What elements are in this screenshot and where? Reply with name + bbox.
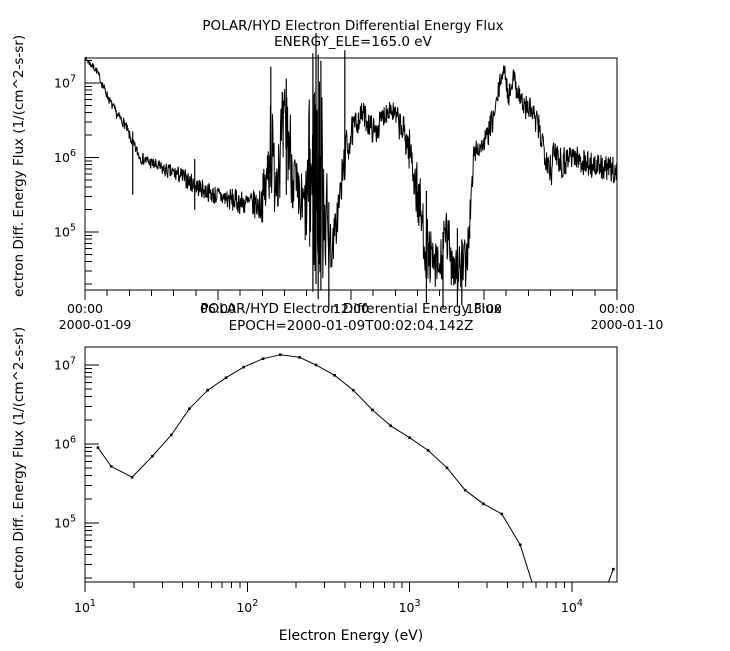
bottom-x-tick-label: 103 [399, 598, 421, 615]
data-point-marker [96, 446, 100, 449]
data-point-marker [445, 466, 449, 470]
data-point-marker [612, 567, 615, 571]
top-x-tick-date: 2000-01-09 [59, 317, 132, 332]
data-point-marker [109, 465, 113, 468]
data-point-marker [261, 357, 265, 360]
bottom-spectrum-group [96, 353, 615, 582]
top-plot-area: POLAR/HYD Electron Differential Energy F… [11, 18, 663, 332]
bottom-plot-title: POLAR/HYD Electron Differential Energy F… [200, 301, 501, 317]
top-y-axis-label: ectron Diff. Energy Flux (1/(cm^2-s-sr) [11, 35, 27, 297]
top-x-tick-label: 00:00 [599, 301, 635, 316]
top-x-tick-date: 2000-01-10 [591, 317, 664, 332]
data-point-marker [408, 436, 411, 439]
bottom-y-axis-label: 105 [54, 514, 76, 531]
top-x-tick-label: 00:00 [67, 301, 103, 316]
top-flux-series [84, 56, 618, 291]
bottom-x-tick-label: 101 [74, 598, 96, 615]
data-point-marker [333, 374, 336, 377]
data-point-marker [130, 475, 134, 479]
bottom-x-tick-label: 104 [561, 598, 583, 615]
data-point-marker [463, 488, 467, 492]
data-point-marker [371, 408, 374, 412]
data-point-marker [188, 407, 191, 410]
data-point-marker [518, 543, 522, 547]
data-point-marker [224, 376, 228, 379]
top-y-axis-label: 107 [54, 74, 76, 91]
data-point-marker [352, 388, 355, 392]
top-x-tick-label: 12:00 [333, 301, 369, 316]
data-point-marker [242, 365, 245, 369]
data-point-marker [482, 502, 485, 506]
top-x-tick-label: 06:00 [200, 301, 236, 316]
data-point-marker [389, 424, 392, 428]
data-point-marker [298, 356, 301, 359]
top-y-axis-label: 106 [54, 148, 76, 165]
bottom-spectrum-markers [96, 353, 615, 571]
data-point-marker [314, 363, 318, 367]
bottom-plot-subtitle: EPOCH=2000-01-09T00:02:04.142Z [229, 318, 474, 334]
bottom-y-axis-label: ectron Diff. Energy Flux (1/(cm^2-s-sr) [11, 327, 27, 589]
data-point-marker [500, 512, 504, 516]
bottom-y-axis-label: 107 [54, 356, 76, 373]
bottom-y-axis-ticks [85, 364, 99, 579]
data-point-marker [279, 353, 282, 356]
bottom-plot-area: POLAR/HYD Electron Differential Energy F… [11, 301, 618, 644]
top-plot-title: POLAR/HYD Electron Differential Energy F… [202, 18, 503, 34]
top-x-tick-label: 18:00 [466, 301, 502, 316]
top-y-axis-label: 105 [54, 223, 76, 240]
data-point-marker [426, 449, 430, 452]
data-point-marker [151, 454, 154, 458]
data-point-marker [170, 433, 173, 437]
bottom-x-axis-ticks [84, 582, 573, 592]
bottom-y-axis-label: 106 [54, 435, 76, 452]
bottom-plot-border [84, 346, 618, 583]
top-plot-subtitle: ENERGY_ELE=165.0 eV [274, 34, 432, 50]
bottom-x-axis-label: Electron Energy (eV) [279, 628, 423, 644]
bottom-x-tick-label: 102 [236, 598, 258, 615]
top-flux-spikes [132, 33, 463, 311]
data-point-marker [206, 388, 209, 392]
